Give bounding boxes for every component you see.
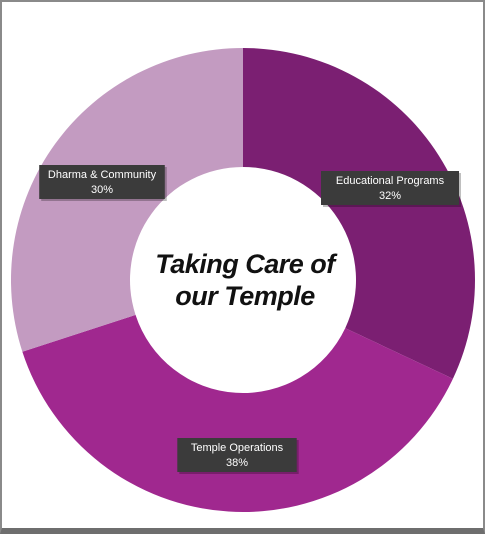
data-label-value: 32%: [379, 190, 401, 202]
label-box: [321, 171, 459, 205]
data-label-category: Educational Programs: [336, 175, 445, 187]
data-label-category: Dharma & Community: [48, 169, 157, 181]
chart-title: Taking Care of our Temple: [155, 249, 335, 311]
donut-slice: [243, 48, 476, 379]
donut-slice: [22, 314, 453, 512]
data-label-value: 30%: [91, 184, 113, 196]
chart: Educational Programs 32% Temple Operations…: [10, 48, 476, 512]
label-box: [39, 165, 165, 199]
data-label-value: 38%: [226, 457, 248, 469]
data-label-category: Temple Operations: [191, 442, 284, 454]
label-box: [177, 438, 297, 472]
donut-slice: [10, 48, 243, 352]
